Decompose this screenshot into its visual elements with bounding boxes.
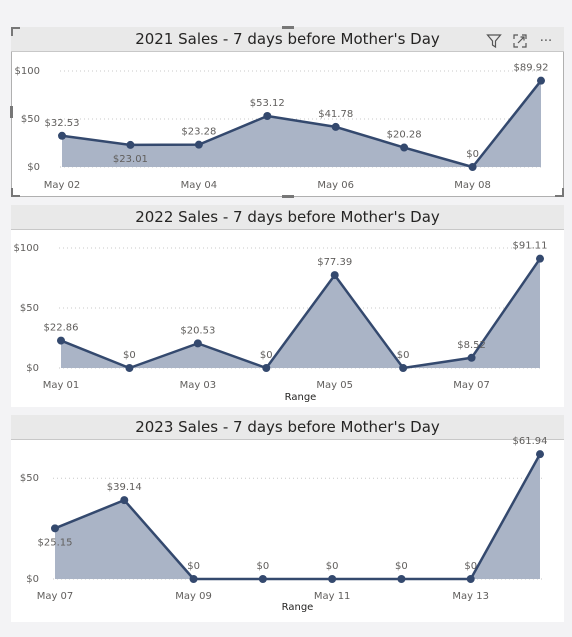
data-point (466, 575, 475, 583)
y-tick-label: $50 (20, 473, 39, 484)
data-label: $53.12 (250, 98, 285, 109)
y-tick-label: $50 (21, 114, 40, 125)
y-tick-label: $100 (15, 66, 40, 77)
visual-header-toolbar: ··· (483, 31, 557, 51)
data-label: $77.39 (317, 257, 352, 268)
data-label: $20.28 (387, 130, 422, 141)
data-point (58, 131, 66, 140)
focus-mode-icon[interactable] (509, 31, 531, 51)
data-point (193, 339, 202, 348)
chart-visual-2023[interactable]: 2023 Sales - 7 days before Mother's Day … (11, 415, 564, 622)
data-label: $0 (123, 350, 136, 361)
x-axis-title: Range (285, 392, 317, 403)
resize-handle-top-left[interactable] (11, 27, 20, 36)
data-point (258, 575, 267, 583)
data-label: $0 (326, 561, 339, 572)
chart-visual-2021[interactable]: 2021 Sales - 7 days before Mother's Day … (10, 26, 564, 198)
x-tick-label: May 09 (175, 591, 212, 602)
series-line (60, 257, 542, 370)
data-point (467, 353, 476, 362)
data-point (397, 575, 406, 583)
data-point (537, 76, 545, 85)
data-label: $25.15 (38, 537, 73, 548)
resize-handle-bottom[interactable] (282, 195, 294, 198)
data-label: $23.28 (181, 127, 216, 138)
resize-handle-bottom-left[interactable] (11, 188, 20, 197)
chart-visual-2022[interactable]: 2022 Sales - 7 days before Mother's Day … (11, 205, 564, 407)
data-label: $0 (187, 561, 200, 572)
chart-2022: $0 $50 $100 $22.86 $0 $20.53 $0 $77.39 $0 $8.52 $9… (14, 241, 548, 403)
chart-title-2021: 2021 Sales - 7 days before Mother's Day (11, 27, 564, 52)
data-point (189, 575, 198, 583)
data-label: $91.11 (513, 241, 548, 252)
data-point (262, 364, 271, 372)
chart-title-2023: 2023 Sales - 7 days before Mother's Day (11, 415, 564, 440)
chart-title-2022: 2022 Sales - 7 days before Mother's Day (11, 205, 564, 230)
data-label: $89.92 (514, 63, 549, 74)
data-label: $23.01 (113, 154, 148, 165)
data-label: $39.14 (107, 482, 142, 493)
series-line (54, 453, 542, 581)
data-label: $0 (256, 561, 269, 572)
x-tick-label: May 07 (453, 380, 490, 391)
x-tick-label: May 06 (317, 180, 354, 191)
y-tick-label: $0 (26, 574, 39, 585)
x-tick-label: May 02 (44, 180, 81, 191)
data-label: $0 (260, 350, 273, 361)
series-area (61, 258, 540, 368)
data-point (194, 140, 203, 149)
x-tick-label: May 07 (37, 591, 74, 602)
x-tick-label: May 05 (316, 380, 353, 391)
y-tick-label: $0 (27, 162, 40, 173)
resize-handle-top[interactable] (282, 26, 294, 29)
x-axis-title: Range (282, 602, 314, 613)
data-label: $0 (466, 149, 479, 160)
data-label: $22.86 (44, 323, 79, 334)
data-point (126, 140, 135, 149)
x-tick-label: May 03 (180, 380, 217, 391)
y-tick-label: $50 (20, 303, 39, 314)
data-label: $41.78 (318, 109, 353, 120)
data-point (263, 112, 272, 121)
y-tick-label: $100 (14, 243, 39, 254)
data-point (328, 575, 337, 583)
data-label: $0 (464, 561, 477, 572)
filter-icon[interactable] (483, 31, 505, 51)
data-point (125, 364, 134, 372)
data-label: $0 (395, 561, 408, 572)
series-area (55, 454, 540, 579)
data-point (536, 450, 544, 459)
data-point (57, 336, 65, 345)
series-line (61, 79, 542, 169)
resize-handle-left[interactable] (10, 106, 13, 118)
x-tick-label: May 11 (314, 591, 351, 602)
y-tick-label: $0 (26, 363, 39, 374)
data-point (51, 524, 59, 533)
data-point (330, 271, 339, 280)
chart-2021: $0 $50 $100 $32.53 $23.01 $23.28 $53.12 $41.78 $… (15, 63, 549, 191)
x-tick-label: May 01 (43, 380, 80, 391)
x-tick-label: May 13 (452, 591, 489, 602)
data-point (468, 163, 477, 171)
data-label: $32.53 (45, 118, 80, 129)
data-label: $8.52 (457, 340, 486, 351)
data-point (120, 496, 129, 505)
data-point (399, 364, 408, 372)
data-label: $20.53 (180, 325, 215, 336)
chart-2023: $0 $50 $25.15 $39.14 $0 $0 $0 $0 $0 $61.94 May 07 M… (20, 436, 548, 613)
more-options-icon[interactable]: ··· (539, 33, 553, 49)
x-tick-label: May 04 (181, 180, 218, 191)
resize-handle-bottom-right[interactable] (555, 188, 564, 197)
data-label: $0 (397, 350, 410, 361)
data-point (331, 122, 340, 131)
data-point (536, 254, 544, 263)
data-point (400, 143, 409, 152)
x-tick-label: May 08 (454, 180, 491, 191)
canvas-footer (0, 622, 572, 637)
data-label: $61.94 (513, 436, 548, 447)
